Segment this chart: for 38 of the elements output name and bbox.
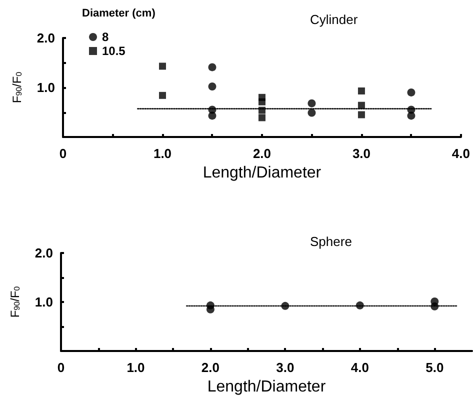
y-tick-label: 1.0 xyxy=(36,80,55,95)
y-axis-title: F90/F0 xyxy=(10,71,24,104)
x-tick-label: 2.0 xyxy=(201,360,220,375)
legend-label: 10.5 xyxy=(102,44,126,58)
legend-title: Diameter (cm) xyxy=(82,8,156,20)
x-tick-label: 3.0 xyxy=(352,146,371,161)
point xyxy=(308,108,316,117)
chart-title: Cylinder xyxy=(310,12,358,27)
x-tick-label: 5.0 xyxy=(426,360,444,375)
point xyxy=(308,99,316,108)
y-tick-label: 2.0 xyxy=(34,246,53,260)
x-tick-label: 0 xyxy=(57,360,65,375)
y-axis-title: F90/F0 xyxy=(8,286,22,318)
point xyxy=(407,88,416,96)
x-tick-label: 3.0 xyxy=(276,360,294,375)
legend-label: 8 xyxy=(102,30,109,44)
point xyxy=(208,82,216,91)
point xyxy=(258,98,266,106)
point xyxy=(158,92,166,99)
point xyxy=(208,112,216,120)
x-tick-label: 4.0 xyxy=(452,146,470,161)
point xyxy=(407,112,416,120)
point xyxy=(258,114,266,122)
point xyxy=(206,305,214,314)
point xyxy=(358,111,365,118)
y-tick-label: 1.0 xyxy=(34,294,53,310)
x-axis-title: Length/Diameter xyxy=(207,378,326,396)
point xyxy=(158,62,166,70)
x-tick-label: 1.0 xyxy=(126,360,145,375)
x-axis-title: Length/Diameter xyxy=(202,164,322,182)
x-tick-label: 4.0 xyxy=(350,360,369,375)
chart-title: Sphere xyxy=(310,234,352,249)
x-tick-label: 1.0 xyxy=(153,146,172,161)
point xyxy=(358,87,365,94)
x-tick-label: 2.0 xyxy=(252,146,272,161)
y-tick-label: 2.0 xyxy=(36,30,55,46)
point xyxy=(208,63,216,72)
x-tick-label: 0 xyxy=(59,146,67,161)
